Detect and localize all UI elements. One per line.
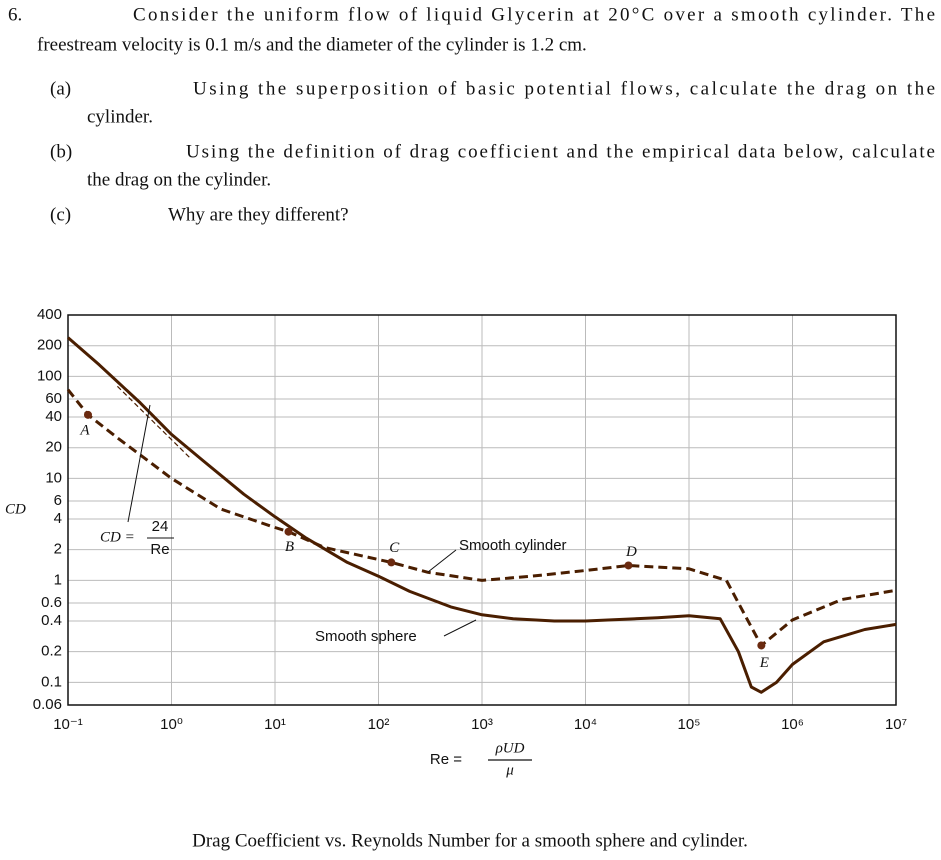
- y-tick-label: 0.6: [41, 594, 62, 611]
- x-tick-label: 10³: [471, 716, 493, 733]
- part-label: (c): [50, 204, 71, 225]
- y-tick-label: 4: [54, 510, 62, 527]
- formula-label: 24: [152, 518, 169, 535]
- y-tick-label: 200: [37, 337, 62, 354]
- part-label: (b): [50, 141, 72, 162]
- x-axis-label: μ: [505, 762, 514, 778]
- point-marker: [284, 527, 293, 536]
- series-label: Smooth cylinder: [459, 537, 567, 554]
- leader-line: [427, 549, 457, 573]
- y-axis-label: CD: [5, 501, 26, 517]
- point-label: E: [759, 655, 769, 671]
- x-tick-label: 10⁻¹: [53, 716, 83, 733]
- y-tick-label: 0.06: [33, 696, 62, 713]
- statement-line: Consider the uniform flow of liquid Glyc…: [133, 4, 935, 25]
- formula-label: Re: [150, 541, 169, 558]
- part-label: (a): [50, 78, 71, 99]
- y-tick-label: 60: [45, 390, 62, 407]
- formula-label: CD =: [100, 529, 135, 545]
- part-text: Using the definition of drag coefficient…: [186, 141, 935, 162]
- x-tick-label: 10⁰: [160, 716, 183, 733]
- point-marker: [624, 561, 633, 570]
- point-label: C: [389, 540, 400, 556]
- x-tick-label: 10²: [368, 716, 390, 733]
- point-marker: [757, 641, 766, 650]
- y-tick-label: 10: [45, 469, 62, 486]
- y-tick-label: 2: [54, 541, 62, 558]
- chart: 0.060.10.20.40.612461020406010020040010⁻…: [33, 306, 907, 733]
- part-text: Why are they different?: [168, 204, 349, 225]
- x-tick-label: 10¹: [264, 716, 286, 733]
- y-tick-label: 100: [37, 367, 62, 384]
- problem-number: 6.: [8, 4, 22, 25]
- y-tick-label: 400: [37, 306, 62, 323]
- y-tick-label: 1: [54, 571, 62, 588]
- point-label: B: [285, 539, 294, 555]
- x-tick-label: 10⁶: [781, 716, 804, 733]
- x-axis-label: ρUD: [495, 740, 525, 756]
- curve: [67, 336, 897, 694]
- series-label: Smooth sphere: [315, 628, 417, 645]
- part-text: cylinder.: [87, 106, 153, 127]
- statement-line: freestream velocity is 0.1 m/s and the d…: [37, 34, 587, 55]
- curve: [66, 388, 897, 647]
- part-text: Using the superposition of basic potenti…: [193, 78, 935, 99]
- leader-line: [443, 619, 477, 637]
- x-tick-label: 10⁵: [678, 716, 701, 733]
- point-marker: [387, 558, 396, 567]
- leader-line: [127, 404, 151, 523]
- point-label: D: [625, 544, 637, 560]
- x-axis-label: Re =: [430, 751, 462, 768]
- x-tick-label: 10⁴: [574, 716, 597, 733]
- plot-frame: [67, 314, 897, 706]
- y-tick-label: 20: [45, 439, 62, 456]
- y-tick-label: 0.4: [41, 612, 62, 629]
- y-tick-label: 0.2: [41, 643, 62, 660]
- caption: Drag Coefficient vs. Reynolds Number for…: [192, 830, 748, 851]
- point-marker: [83, 410, 92, 419]
- point-label: A: [79, 422, 90, 438]
- y-tick-label: 6: [54, 492, 62, 509]
- part-text: the drag on the cylinder.: [87, 169, 271, 190]
- formula-line: [116, 385, 191, 459]
- y-tick-label: 0.1: [41, 673, 62, 690]
- y-tick-label: 40: [45, 408, 62, 425]
- x-tick-label: 10⁷: [885, 716, 907, 733]
